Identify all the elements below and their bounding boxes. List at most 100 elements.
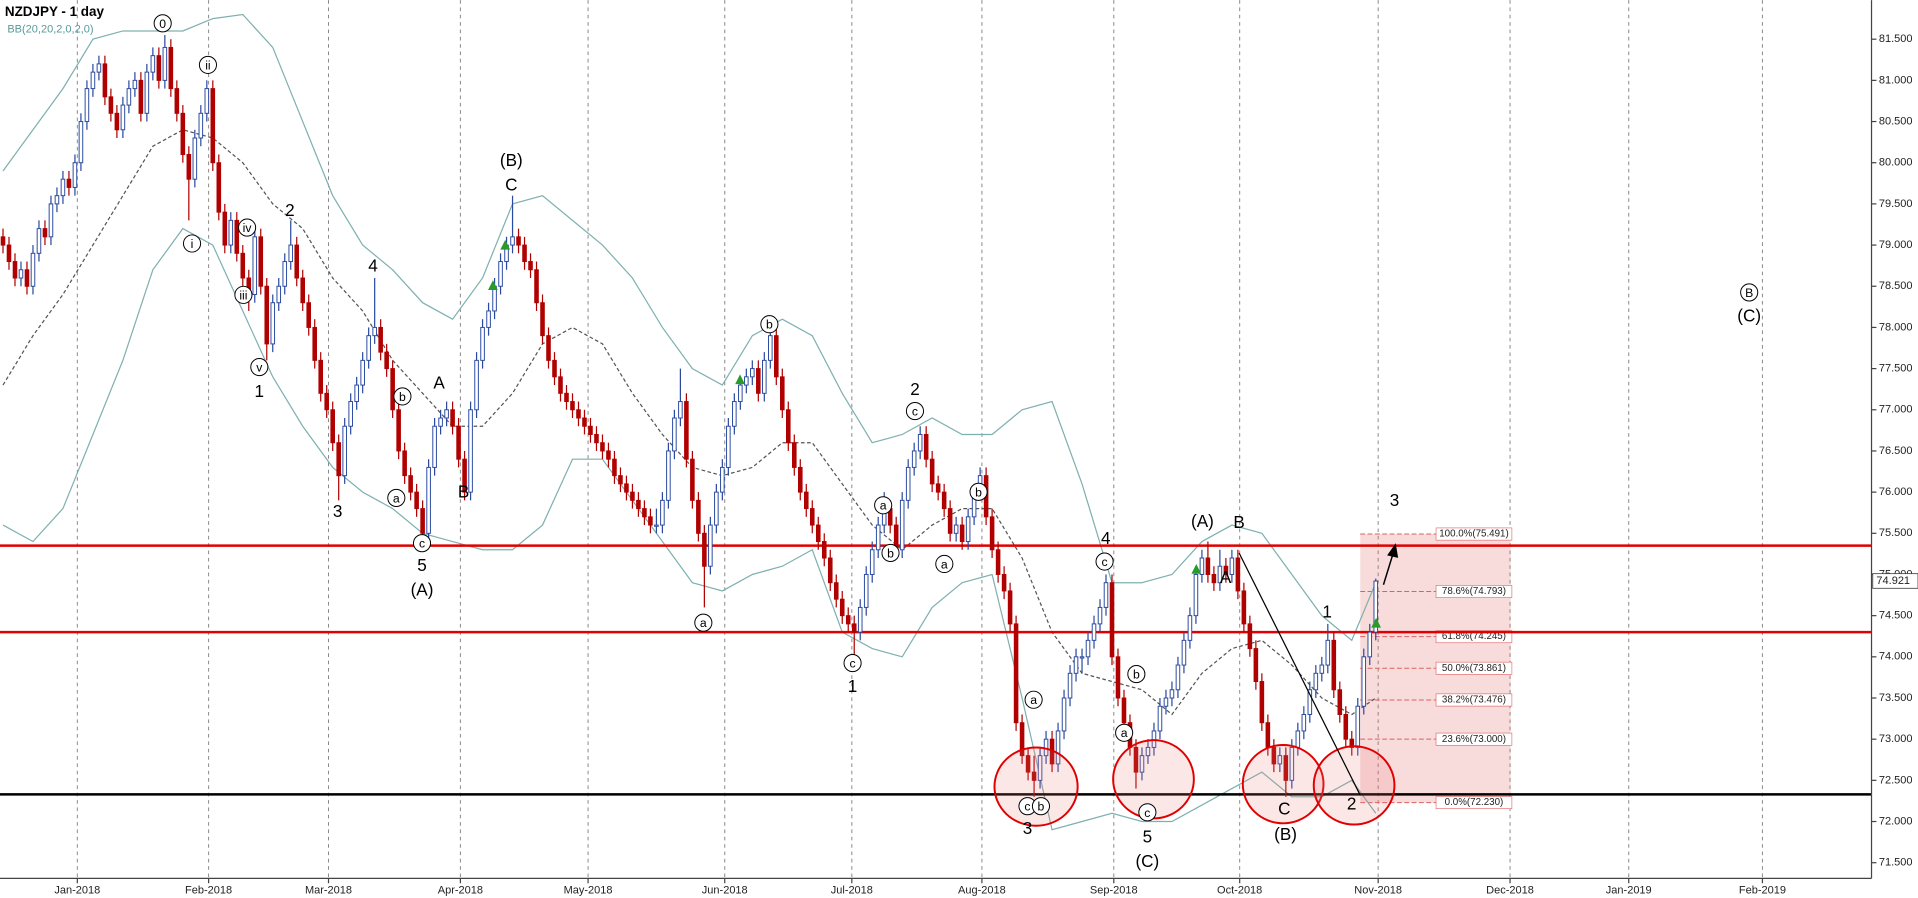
y-tick-label: 79.500	[1879, 198, 1913, 210]
candle-body	[1295, 730, 1301, 748]
wave-label: (A)	[1191, 512, 1214, 531]
candle-body	[732, 401, 737, 427]
candle-body	[1283, 755, 1289, 781]
candle-body	[138, 79, 144, 114]
wave-label: v	[256, 361, 263, 375]
y-tick-label: 74.000	[1879, 651, 1913, 663]
candle-body	[120, 104, 126, 131]
candle-body	[360, 359, 365, 386]
wave-label: 4	[1101, 529, 1111, 548]
fib-label-bg	[1435, 661, 1513, 675]
wave-label: (B)	[1274, 825, 1297, 844]
label-circle	[760, 315, 779, 334]
wave-label: B	[1233, 513, 1244, 532]
candle-body	[839, 598, 845, 617]
candle-body	[72, 162, 78, 188]
band-upper	[2, 13, 1377, 642]
candle-body	[1061, 697, 1067, 732]
candle-body	[1343, 713, 1349, 740]
candle-body	[192, 137, 198, 180]
fib-label-bg	[1435, 796, 1513, 810]
candle-body	[911, 450, 917, 468]
candle-body	[750, 368, 755, 378]
y-tick-label: 77.500	[1879, 363, 1913, 375]
trend-line	[1238, 552, 1361, 796]
candle-body	[1073, 656, 1079, 674]
y-tick-label: 75.500	[1879, 527, 1913, 539]
candle-body	[54, 195, 60, 205]
x-tick-label: Jul-2018	[831, 884, 873, 896]
label-circle	[1115, 723, 1134, 742]
fib-label: 61.8%(74.245)	[1442, 631, 1506, 642]
candle-body	[947, 508, 953, 534]
candle-body	[696, 499, 701, 534]
candle-body	[1091, 623, 1097, 641]
candle-body	[660, 499, 665, 526]
candle-body	[744, 376, 749, 386]
candle-body	[408, 475, 413, 493]
fib-label: 38.2%(73.476)	[1442, 695, 1506, 706]
wave-label: 5	[1143, 827, 1153, 846]
candle-body	[126, 88, 132, 106]
candle-body	[402, 450, 407, 477]
candle-body	[384, 351, 389, 370]
label-circle	[387, 488, 406, 507]
fib-label: 23.6%(73.000)	[1442, 734, 1506, 745]
candle-body	[672, 417, 677, 452]
label-circle	[874, 496, 893, 515]
x-tick-label: Oct-2018	[1217, 884, 1262, 896]
candle-body	[654, 524, 659, 527]
wave-label: (A)	[411, 580, 434, 599]
x-tick-label: Aug-2018	[958, 884, 1006, 896]
candle-body	[684, 401, 689, 460]
highlight-circle	[993, 746, 1079, 827]
candle-body	[372, 326, 377, 337]
y-tick-label: 81.000	[1879, 74, 1913, 86]
wave-label: 2	[285, 201, 295, 220]
label-circle	[694, 613, 713, 632]
candle-body	[1331, 639, 1337, 691]
candle-body	[552, 359, 557, 378]
wave-label: 3	[333, 502, 343, 521]
wave-label: c	[1144, 806, 1150, 820]
candle-body	[1247, 623, 1253, 650]
candle-body	[336, 442, 341, 477]
candle-body	[797, 466, 803, 493]
fib-label: 78.6%(74.793)	[1442, 586, 1506, 597]
y-tick-label: 78.500	[1879, 280, 1913, 292]
wave-label: A	[433, 374, 445, 393]
candle-body	[240, 252, 246, 279]
candle-body	[318, 359, 323, 394]
y-tick-label: 81.500	[1879, 33, 1913, 45]
candle-body	[1187, 615, 1193, 641]
candle-body	[1211, 573, 1217, 584]
candle-body	[1079, 656, 1085, 659]
candle-body	[1259, 681, 1265, 724]
candle-body	[342, 425, 347, 477]
label-circle	[250, 357, 269, 377]
candle-body	[851, 623, 857, 633]
candle-body	[935, 483, 941, 493]
signal-arrow	[488, 280, 498, 290]
signal-arrow	[1191, 563, 1202, 574]
wave-label: 0	[159, 17, 166, 31]
candle-body	[264, 285, 270, 345]
label-circle	[1138, 803, 1157, 822]
wave-label: C	[1278, 799, 1290, 818]
candle-body	[312, 326, 318, 361]
candle-body	[168, 46, 174, 90]
candle-body	[234, 219, 240, 254]
candle-body	[845, 615, 851, 625]
label-circle	[412, 534, 432, 553]
candle-body	[468, 409, 473, 493]
candle-body	[1085, 639, 1091, 658]
arrow-head	[1387, 543, 1399, 558]
candle-body	[1139, 755, 1145, 773]
candle-body	[875, 524, 881, 551]
candle-body	[36, 228, 42, 254]
candle-body	[708, 524, 713, 567]
candle-body	[833, 582, 839, 600]
label-circle	[1740, 283, 1759, 302]
candle-body	[642, 508, 647, 518]
